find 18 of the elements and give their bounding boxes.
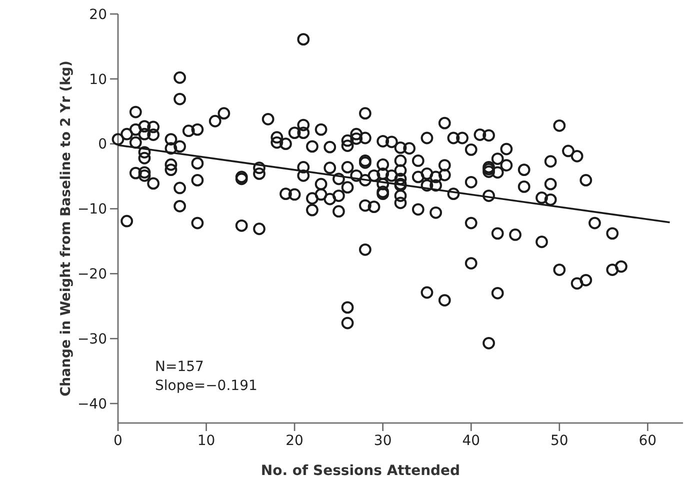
y-tick-label: −30 [77,332,107,348]
x-tick-label: 50 [550,433,568,449]
y-tick-label: −40 [77,396,107,412]
x-tick-label: 60 [638,433,657,449]
x-tick-label: 30 [374,433,392,449]
x-tick-label: 0 [114,433,122,449]
annotation: N=157 [155,359,204,376]
y-tick-label: −20 [77,266,107,283]
x-axis-title: No. of Sessions Attended [260,463,460,479]
y-tick-label: −10 [77,202,107,218]
y-tick-label: 0 [98,136,107,153]
y-axis-title: Change in Weight from Baseline to 2 Yr (kg) [58,60,74,396]
annotation: Slope=−0.191 [155,378,258,394]
x-tick-label: 20 [286,433,304,449]
x-tick-label: 40 [462,433,480,449]
y-tick-label: 20 [89,6,107,23]
x-tick-label: 10 [197,433,216,449]
y-tick-label: 10 [89,72,107,88]
